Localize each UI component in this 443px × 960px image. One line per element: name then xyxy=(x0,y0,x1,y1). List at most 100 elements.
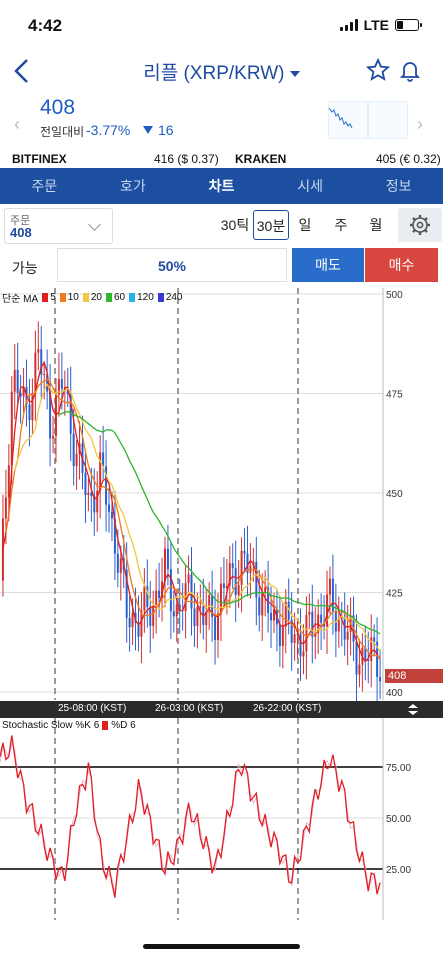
home-indicator[interactable] xyxy=(143,944,300,949)
ma-label: 120 xyxy=(137,292,154,303)
candle-body xyxy=(358,664,361,675)
chevron-down-icon xyxy=(289,70,300,77)
tab-orderbook[interactable]: 호가 xyxy=(120,178,146,194)
stochastic-legend: Stochastic Slow %K 6 %D 6 xyxy=(2,720,136,731)
candle-body xyxy=(278,624,281,647)
candle-body xyxy=(146,586,149,607)
candle-body xyxy=(234,568,237,596)
candle-body xyxy=(102,452,105,467)
candle-body xyxy=(175,604,178,617)
candle-body xyxy=(311,611,314,637)
last-price-tag: 408 xyxy=(385,669,443,683)
prev-coin-icon[interactable]: ‹ xyxy=(14,114,20,134)
candle-body xyxy=(108,504,111,512)
time-label: 26-03:00 (KST) xyxy=(155,703,224,714)
k-swatch xyxy=(102,721,109,730)
ma-swatch xyxy=(82,293,89,302)
candle-body xyxy=(237,584,240,596)
candle-body xyxy=(96,490,99,513)
candle-body xyxy=(284,601,287,627)
candle-body xyxy=(364,647,367,660)
candle-body xyxy=(137,622,140,637)
candle-body xyxy=(299,633,302,657)
candle-body xyxy=(37,349,40,353)
candle-body xyxy=(116,553,119,573)
page-title-text: 리플 (XRP/KRW) xyxy=(143,63,285,84)
candle-body xyxy=(22,386,25,397)
candle-body xyxy=(228,563,231,586)
candle-body xyxy=(337,617,340,632)
candle-body xyxy=(343,618,346,640)
candle-body xyxy=(379,677,382,682)
candle-body xyxy=(31,393,34,421)
ma-label: 10 xyxy=(67,292,79,303)
battery-icon xyxy=(395,19,422,31)
ma-swatch xyxy=(42,293,49,302)
ma-swatch xyxy=(157,293,164,302)
mini-chart[interactable] xyxy=(328,101,408,139)
timeframe-30tick[interactable]: 30틱 xyxy=(220,217,250,233)
tab-quotes[interactable]: 시세 xyxy=(297,178,323,194)
candle-body xyxy=(222,583,225,589)
tab-order[interactable]: 주문 xyxy=(31,178,58,194)
candle-body xyxy=(367,659,370,662)
stoch-tick-label: 75.00 xyxy=(386,763,411,774)
candle-body xyxy=(219,583,222,614)
tab-bar: 주문 호가 차트 시세 정보 xyxy=(0,168,443,204)
timeframe-30min[interactable]: 30분 xyxy=(253,210,289,240)
exchange-kraken-name: KRAKEN xyxy=(235,152,287,166)
candle-body xyxy=(158,590,161,599)
stochastic-series-label: %D 6 xyxy=(111,720,136,731)
page-title[interactable]: 리플 (XRP/KRW) xyxy=(0,58,443,85)
candle-body xyxy=(249,565,252,573)
ma-label: 60 xyxy=(114,292,126,303)
ma-label: 20 xyxy=(90,292,102,303)
candle-body xyxy=(199,606,202,608)
candle-body xyxy=(66,387,69,395)
candle-body xyxy=(346,631,349,640)
candle-body xyxy=(217,613,220,641)
candle-body xyxy=(166,548,169,570)
bell-icon[interactable] xyxy=(398,58,422,82)
candle-body xyxy=(267,587,270,614)
candle-body xyxy=(264,587,267,593)
star-icon[interactable] xyxy=(366,58,390,82)
available-ratio-field[interactable] xyxy=(57,248,287,282)
y-tick-label: 500 xyxy=(386,290,403,301)
candle-body xyxy=(214,617,217,641)
change-amount: 16 xyxy=(158,122,174,138)
ma-swatch xyxy=(59,293,66,302)
price-chart[interactable]: 500 475 450 425 400 75.00 50.00 25.00 xyxy=(0,288,443,942)
y-tick-label: 425 xyxy=(386,589,403,600)
resize-icon[interactable] xyxy=(406,703,420,716)
candle-body xyxy=(331,578,334,612)
candle-body xyxy=(152,606,155,626)
chart-settings-button[interactable] xyxy=(398,208,442,242)
candle-body xyxy=(13,369,16,392)
gear-icon xyxy=(410,215,430,235)
ma-swatch xyxy=(129,293,136,302)
candle-body xyxy=(281,626,284,647)
back-icon[interactable] xyxy=(10,56,34,86)
stoch-tick-label: 50.00 xyxy=(386,814,411,825)
order-select[interactable] xyxy=(4,208,113,244)
timeframe-day[interactable]: 일 xyxy=(298,217,312,233)
candle-body xyxy=(69,394,72,434)
candle-body xyxy=(272,609,275,621)
candle-body xyxy=(43,373,46,375)
buy-button[interactable]: 매수 xyxy=(365,248,438,282)
candle-body xyxy=(326,594,329,627)
y-tick-label: 400 xyxy=(386,688,403,699)
next-coin-icon[interactable]: › xyxy=(417,114,423,134)
sell-button[interactable]: 매도 xyxy=(292,248,364,282)
tab-chart[interactable]: 차트 xyxy=(208,178,235,194)
timeframe-month[interactable]: 월 xyxy=(369,217,383,233)
time-label: 25-08:00 (KST) xyxy=(58,703,127,714)
candle-body xyxy=(196,607,199,627)
candle-body xyxy=(187,574,190,584)
candle-body xyxy=(10,391,13,466)
ma-line xyxy=(2,361,381,663)
tab-info[interactable]: 정보 xyxy=(385,178,412,194)
change-percent: -3.77% xyxy=(86,122,131,138)
timeframe-week[interactable]: 주 xyxy=(334,217,348,233)
